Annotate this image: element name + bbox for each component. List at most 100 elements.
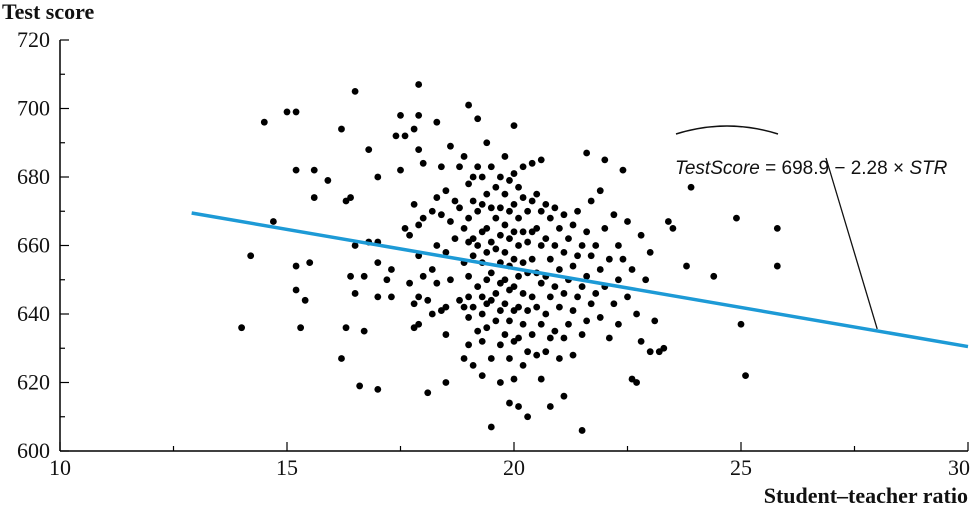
data-point — [583, 228, 591, 236]
data-point — [528, 331, 536, 338]
data-point — [496, 204, 504, 212]
data-point — [487, 355, 495, 362]
data-point — [506, 399, 513, 407]
data-point — [510, 201, 518, 208]
data-point — [465, 314, 472, 321]
data-point — [460, 355, 468, 362]
data-point — [633, 310, 640, 318]
data-point — [437, 163, 445, 171]
data-point — [519, 163, 527, 171]
data-point — [469, 235, 477, 243]
data-point — [465, 101, 472, 109]
data-point — [428, 266, 436, 273]
data-point — [528, 159, 536, 167]
data-point — [292, 108, 300, 116]
data-point — [388, 293, 395, 301]
equation-text: TestScore = 698.9 − 2.28 × STR — [675, 158, 948, 179]
data-point — [433, 242, 441, 249]
data-point — [583, 149, 591, 157]
data-point — [496, 307, 504, 314]
data-point — [338, 125, 345, 133]
y-tick-label: 680 — [17, 164, 50, 189]
data-point — [578, 427, 586, 434]
data-point — [506, 207, 513, 215]
data-point — [478, 201, 486, 208]
data-point — [546, 403, 554, 410]
data-point — [615, 276, 622, 284]
data-point — [569, 307, 577, 314]
data-point — [456, 296, 463, 304]
data-point — [451, 235, 459, 243]
data-point — [415, 81, 423, 88]
data-point — [447, 142, 454, 150]
data-point — [546, 214, 554, 222]
data-point — [501, 190, 509, 198]
data-point — [537, 279, 545, 287]
data-point — [460, 153, 468, 160]
data-point — [646, 248, 654, 256]
data-point — [574, 293, 581, 301]
data-point — [515, 183, 522, 191]
data-point — [660, 344, 668, 352]
data-point — [478, 372, 486, 380]
data-point — [292, 286, 300, 294]
data-point — [292, 166, 300, 174]
data-point — [542, 235, 550, 243]
data-point — [492, 290, 500, 297]
data-point — [483, 139, 491, 147]
data-point — [537, 156, 545, 164]
data-point — [428, 310, 436, 318]
data-point — [483, 276, 491, 284]
axes: 600 620 640 660 680 700 720 10 15 20 25 30 — [17, 27, 970, 480]
data-point — [347, 272, 354, 280]
data-point — [519, 361, 527, 369]
data-point — [515, 214, 522, 222]
data-point — [388, 266, 395, 273]
data-point — [542, 310, 550, 318]
data-point — [447, 276, 454, 284]
data-point — [510, 228, 518, 236]
data-point — [556, 224, 563, 232]
data-point — [383, 276, 391, 284]
data-point — [456, 204, 463, 212]
data-point — [510, 375, 518, 383]
data-point — [510, 170, 518, 177]
data-point — [415, 111, 423, 119]
data-point — [578, 331, 586, 338]
data-point — [365, 146, 373, 154]
data-point — [406, 279, 413, 287]
data-point — [483, 190, 491, 198]
data-point — [442, 331, 450, 338]
y-axis-title: Test score — [2, 0, 95, 24]
data-point — [442, 303, 450, 311]
data-point — [683, 262, 690, 270]
data-point — [501, 300, 509, 308]
data-point — [351, 87, 359, 95]
data-point — [424, 389, 432, 397]
data-point — [528, 255, 536, 263]
data-point — [560, 290, 568, 297]
data-point — [501, 331, 509, 338]
data-point — [419, 272, 427, 280]
data-point — [565, 320, 572, 328]
data-point — [605, 255, 613, 263]
data-point — [283, 108, 291, 116]
data-point — [624, 293, 631, 301]
data-point — [496, 341, 504, 349]
data-point — [524, 307, 532, 314]
data-point — [773, 224, 781, 232]
data-point — [419, 159, 427, 167]
data-point — [501, 153, 509, 160]
x-tick-label: 30 — [948, 455, 970, 480]
data-point — [515, 403, 522, 410]
data-point — [587, 300, 595, 308]
data-point — [292, 262, 300, 270]
data-point — [560, 211, 568, 219]
data-point — [433, 194, 441, 201]
regression-layer — [191, 157, 969, 349]
data-point — [465, 341, 472, 349]
data-point — [433, 118, 441, 126]
data-point — [269, 218, 277, 225]
data-point — [560, 248, 568, 256]
data-point — [465, 272, 472, 280]
